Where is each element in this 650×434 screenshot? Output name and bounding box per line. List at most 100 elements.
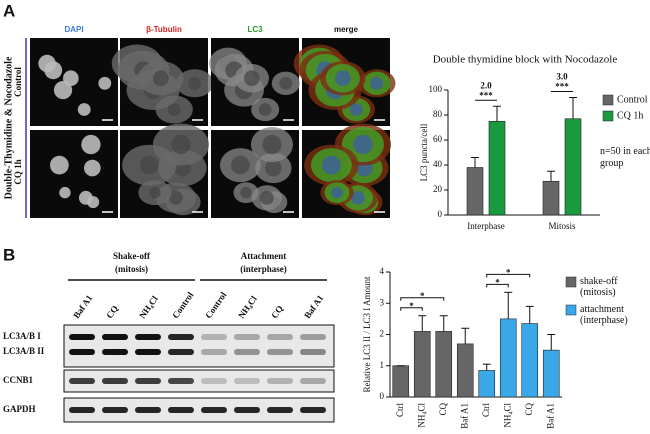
band — [135, 378, 161, 384]
column-label: LC3 — [247, 25, 263, 34]
nucleus — [77, 103, 91, 116]
column-label: β-Tubulin — [146, 25, 182, 34]
y-tick-label: 0 — [380, 391, 385, 401]
nucleus — [243, 70, 260, 87]
band — [234, 407, 260, 413]
bar — [521, 323, 539, 398]
x-tick-label: CQ — [438, 403, 448, 416]
legend-label: shake-off (mitosis) — [580, 276, 618, 298]
nucleus — [44, 61, 63, 80]
y-tick-label: 0 — [438, 209, 443, 219]
legend-label: Control — [617, 94, 648, 105]
bar — [392, 365, 410, 398]
band — [69, 407, 95, 413]
legend-label: attachment (interphase) — [580, 304, 628, 326]
legend-swatch — [602, 94, 614, 106]
annotation: *** — [479, 90, 493, 100]
band — [135, 407, 161, 413]
bar — [435, 331, 453, 398]
x-tick-label: NH₄Cl — [502, 403, 512, 428]
panel-label: A — [3, 1, 15, 20]
lane-label: Baf A1 — [71, 293, 95, 321]
bar — [488, 120, 506, 216]
band — [69, 349, 95, 355]
lane-label: Control — [170, 290, 196, 321]
legend-swatch — [565, 276, 577, 288]
nucleus — [188, 76, 202, 90]
nucleus — [53, 80, 73, 100]
legend-label: CQ 1h — [617, 110, 643, 121]
western-blot: Shake-off (mitosis) Attachment (interphase)… — [3, 251, 335, 423]
bar — [542, 180, 560, 216]
y-axis-label: LC3 puncta/cell — [419, 123, 429, 181]
bar — [542, 349, 560, 398]
annotation: * — [495, 277, 500, 287]
annotation: * — [420, 291, 425, 301]
nucleus — [81, 134, 101, 155]
column-label: merge — [334, 25, 359, 34]
nucleus — [264, 159, 282, 177]
x-tick-label: Baf A1 — [459, 403, 469, 429]
bracket — [400, 297, 445, 301]
chart-title: Double thymidine block with Nocodazole — [433, 54, 618, 66]
nucleus — [322, 155, 341, 175]
bracket — [486, 283, 509, 288]
nucleus — [140, 155, 159, 175]
nucleus — [349, 103, 363, 116]
y-tick-label: 3 — [380, 297, 385, 307]
group-label: Shake-off — [113, 251, 151, 261]
y-tick-label: 2 — [380, 329, 385, 339]
band — [267, 334, 293, 340]
note: n=50 in each group — [600, 146, 650, 169]
nucleus — [152, 70, 169, 87]
micrograph — [30, 130, 118, 218]
band — [201, 334, 227, 340]
blot-row-label: CCNB1 — [3, 375, 34, 385]
band — [300, 407, 326, 413]
legend-swatch — [602, 110, 614, 122]
group-sublabel: (mitosis) — [115, 264, 148, 274]
group-sublabel: (interphase) — [240, 264, 287, 274]
lane-label: NH₄Cl — [236, 294, 259, 321]
y-tick-label: 40 — [433, 159, 443, 169]
band — [267, 349, 293, 355]
x-tick-label: Interphase — [467, 221, 504, 231]
band — [267, 407, 293, 413]
band — [201, 407, 227, 413]
bracket — [400, 307, 423, 311]
lane-label: CQ — [104, 304, 120, 321]
blot-row-label: LC3A/B II — [3, 346, 45, 356]
nucleus — [149, 186, 161, 199]
band — [234, 334, 260, 340]
band — [69, 334, 95, 340]
band — [267, 378, 293, 384]
y-tick-label: 60 — [433, 134, 443, 144]
band — [300, 378, 326, 384]
band — [102, 334, 128, 340]
nucleus — [171, 134, 191, 155]
legend-swatch — [565, 304, 577, 316]
x-tick-label: CQ — [524, 403, 534, 416]
band — [135, 349, 161, 355]
annotation: 3.0 — [556, 72, 568, 82]
band — [168, 407, 194, 413]
blot-row-label: GAPDH — [3, 404, 36, 414]
bar — [413, 331, 431, 398]
band — [135, 334, 161, 340]
lane-label: NH₄Cl — [137, 294, 160, 321]
y-axis-label: Relative LC3 II / LC3 I Amount — [362, 276, 372, 392]
nucleus — [78, 190, 93, 205]
band — [168, 349, 194, 355]
bar — [456, 343, 474, 398]
band — [201, 349, 227, 355]
nucleus — [168, 190, 183, 205]
panel-label: B — [3, 245, 15, 264]
bar — [564, 118, 582, 216]
band — [300, 349, 326, 355]
row-label: Control — [13, 67, 23, 97]
group-label: Attachment — [241, 251, 287, 261]
x-tick-label: Baf A1 — [545, 403, 555, 429]
bracket — [486, 273, 531, 278]
lane-label: Control — [203, 290, 229, 321]
